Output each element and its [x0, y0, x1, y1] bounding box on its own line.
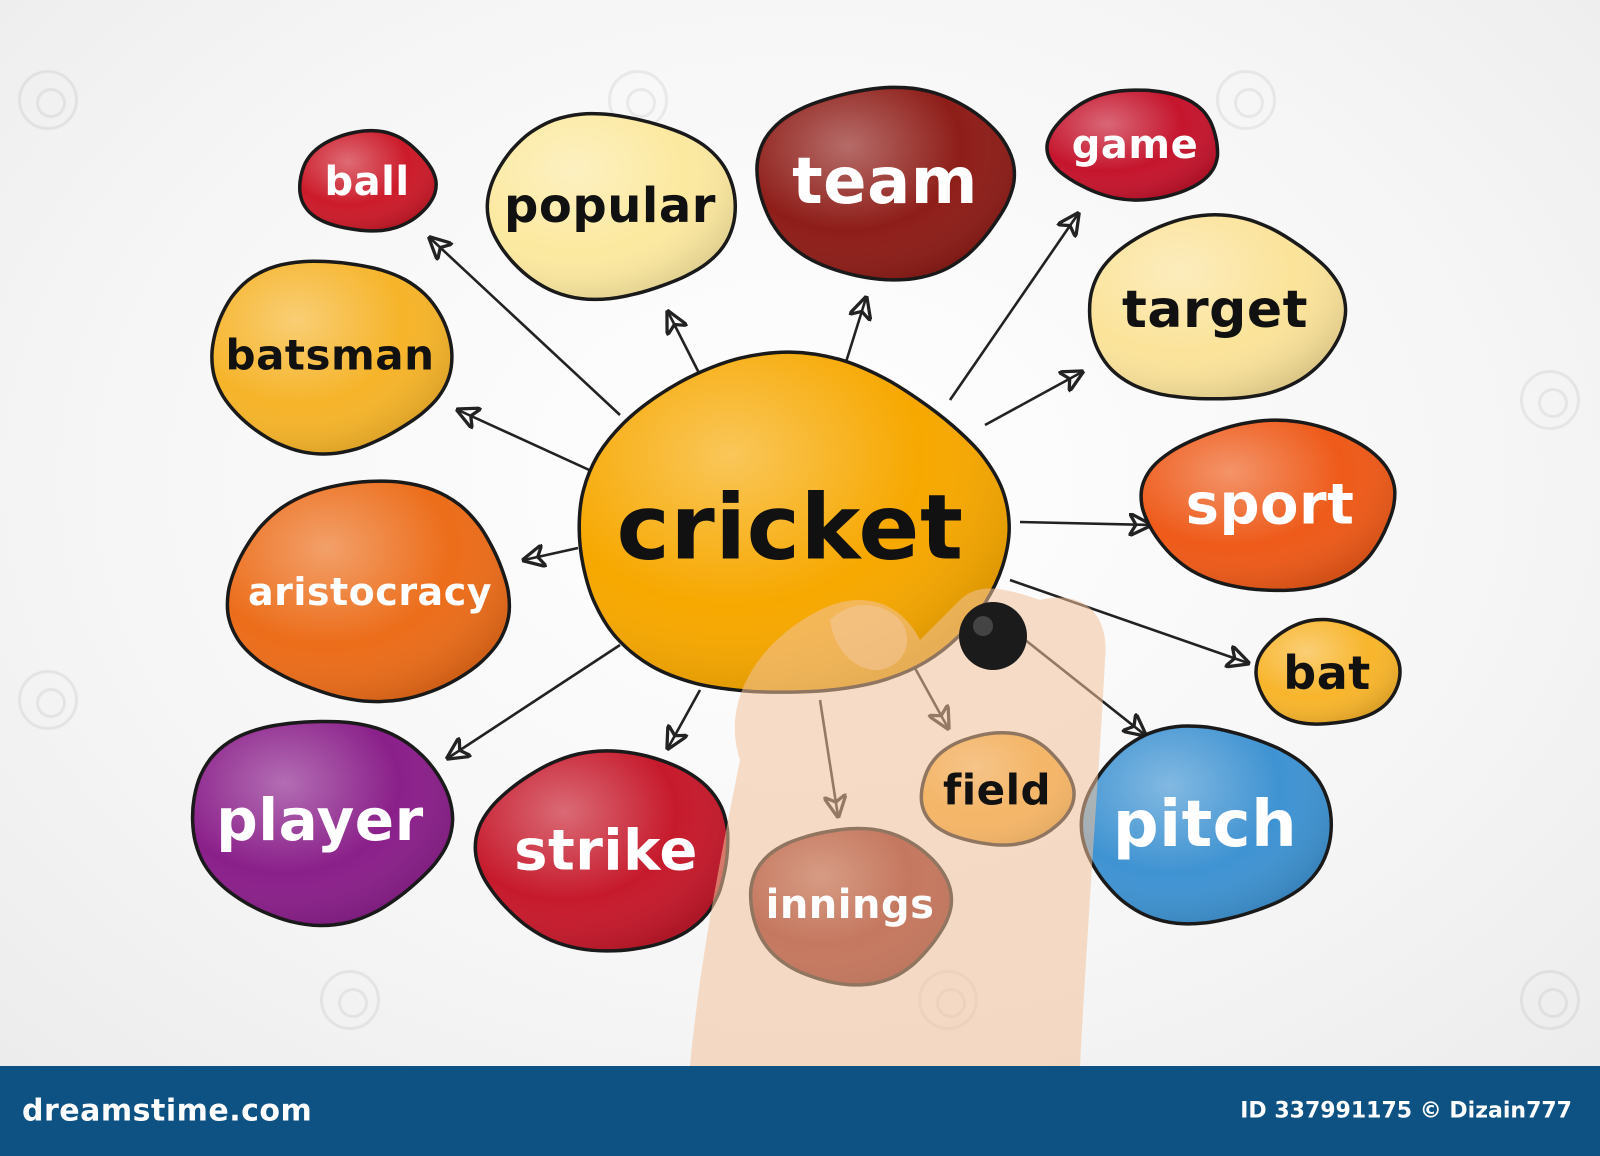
- node-label-strike: strike: [514, 818, 698, 884]
- arrow-to-sport: [1019, 522, 1150, 525]
- watermark-swirl-icon: [1216, 70, 1276, 130]
- node-label-popular: popular: [504, 178, 716, 234]
- arrow-to-bat: [1009, 578, 1248, 663]
- bubble-ball: [297, 128, 438, 233]
- bubble-target: [1087, 213, 1348, 401]
- node-label-innings: innings: [765, 882, 935, 928]
- hand-with-marker-icon: [690, 588, 1106, 1066]
- node-label-target: target: [1122, 280, 1308, 340]
- arrow-to-aristocracy: [524, 548, 579, 560]
- arrow-to-ball: [430, 238, 621, 416]
- bubble-strike: [473, 749, 730, 953]
- bubble-team: [755, 85, 1017, 282]
- node-label-player: player: [216, 786, 424, 854]
- footer-brand[interactable]: dreamstime.com: [22, 1093, 313, 1129]
- node-label-aristocracy: aristocracy: [247, 570, 493, 614]
- bubble-aristocracy: [225, 479, 512, 704]
- arrow-to-player: [448, 643, 621, 758]
- watermark-swirl-icon: [320, 970, 380, 1030]
- arrow-to-target: [984, 372, 1082, 427]
- node-label-batsman: batsman: [225, 330, 435, 380]
- watermark-swirl-icon: [18, 670, 78, 730]
- bubble-batsman: [210, 259, 454, 456]
- node-label-ball: ball: [324, 159, 410, 205]
- node-label-field: field: [942, 765, 1052, 815]
- bubble-popular: [485, 111, 738, 302]
- bubble-center-cricket: [577, 350, 1011, 694]
- bubble-pitch: [1079, 724, 1334, 926]
- arrow-to-team: [844, 298, 866, 363]
- center-label: cricket: [616, 475, 964, 581]
- bubble-bat: [1254, 617, 1402, 726]
- arrow-to-batsman: [458, 410, 599, 476]
- stock-footer-bar: dreamstime.com ID 337991175 © Dizain777: [0, 1066, 1600, 1156]
- bubble-player: [190, 719, 455, 928]
- watermark-swirl-icon: [1520, 970, 1580, 1030]
- bubble-sport: [1139, 418, 1397, 593]
- footer-image-id: ID 337991175 © Dizain777: [1240, 1098, 1572, 1124]
- node-label-team: team: [792, 145, 978, 219]
- node-label-pitch: pitch: [1112, 788, 1298, 862]
- node-label-bat: bat: [1283, 646, 1371, 700]
- node-label-sport: sport: [1185, 472, 1355, 538]
- node-label-game: game: [1071, 122, 1199, 168]
- mind-map-canvas: cricket ball popular team game target ba…: [0, 0, 1600, 1066]
- arrow-to-strike: [668, 689, 702, 748]
- watermark-swirl-icon: [1520, 370, 1580, 430]
- arrow-to-game: [948, 214, 1078, 401]
- watermark-swirl-icon: [18, 70, 78, 130]
- mind-map-diagram: [190, 85, 1402, 1066]
- bubble-game: [1045, 88, 1220, 202]
- arrow-to-popular: [668, 312, 702, 376]
